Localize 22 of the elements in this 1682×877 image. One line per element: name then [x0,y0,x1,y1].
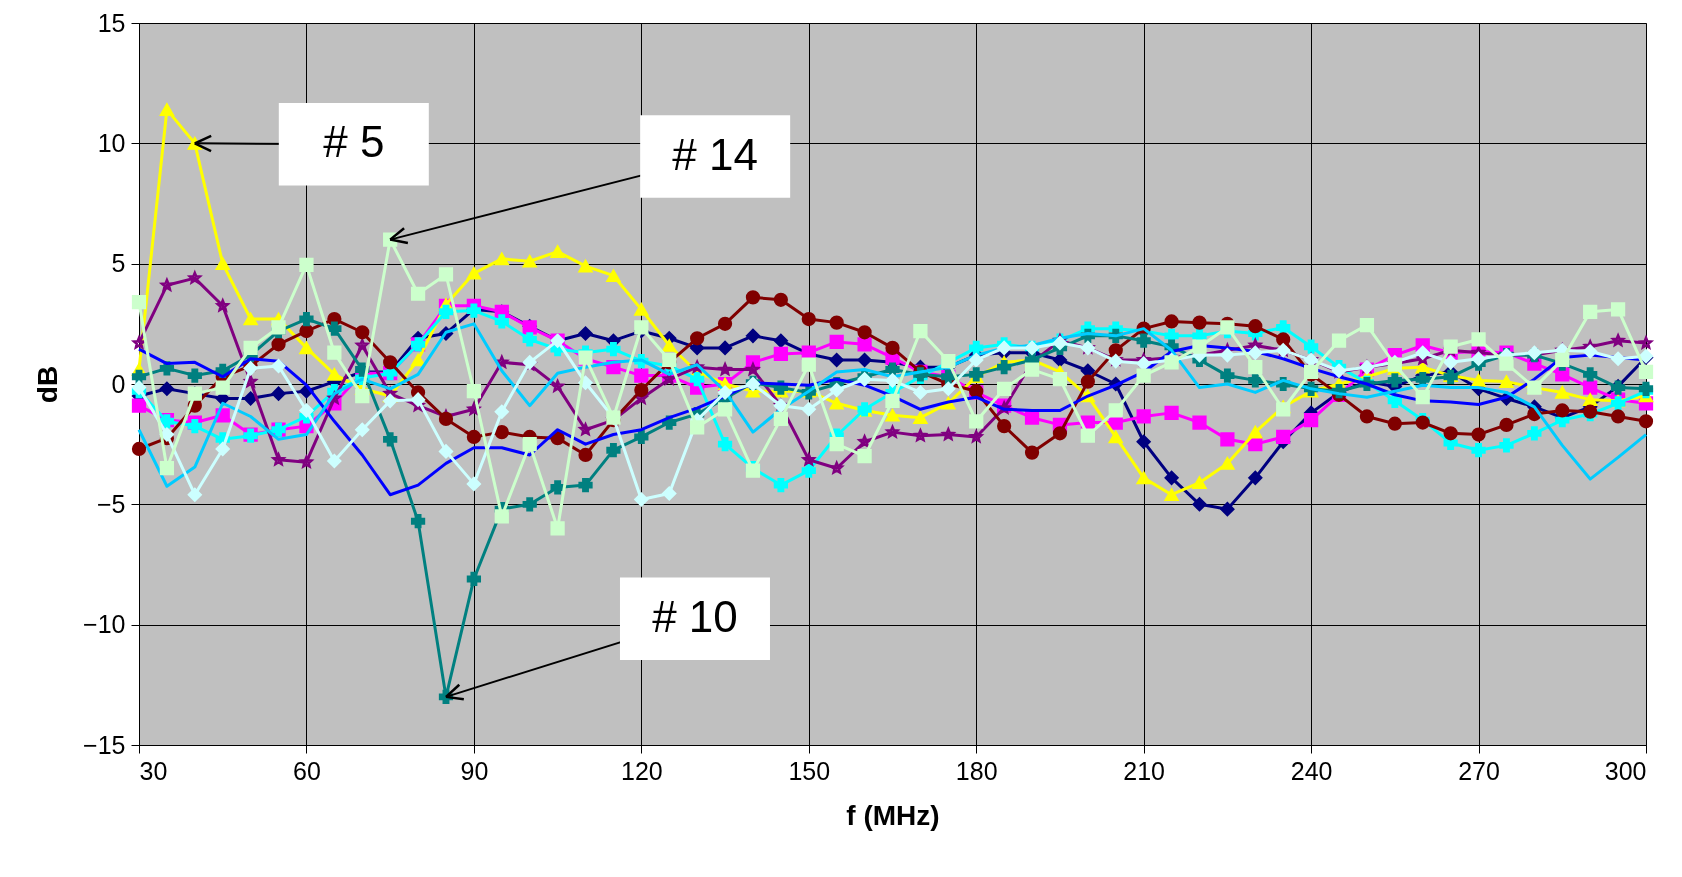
y-tick-label: −15 [83,730,126,759]
x-axis-title: f (MHz) [846,799,940,831]
y-axis-title: dB [32,365,64,404]
x-tick-label: 270 [1458,756,1500,785]
x-tick-label: 180 [955,756,998,785]
x-tick-label: 30 [139,756,168,785]
annotation: # 14 [672,129,758,179]
x-tick-label: 120 [620,756,663,785]
annotation: # 5 [323,117,385,167]
x-tick-label: 60 [293,756,321,785]
x-tick-label: 90 [460,756,489,785]
y-tick-label: 5 [111,249,126,278]
y-tick-label: −5 [96,489,126,518]
x-tick-label: 240 [1290,756,1333,785]
annotation: # 10 [652,591,738,641]
y-tick-label: −10 [83,610,126,639]
y-tick-label: 10 [97,128,126,157]
x-tick-label: 210 [1123,756,1166,785]
y-tick-label: 0 [111,369,126,398]
x-tick-label: 300 [1604,756,1647,785]
x-tick-label: 150 [788,756,831,785]
y-tick-label: 15 [97,8,126,37]
